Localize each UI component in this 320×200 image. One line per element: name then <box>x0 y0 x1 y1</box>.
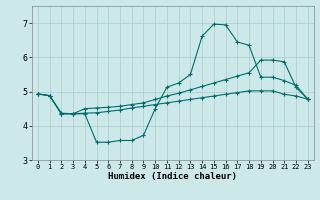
X-axis label: Humidex (Indice chaleur): Humidex (Indice chaleur) <box>108 172 237 181</box>
